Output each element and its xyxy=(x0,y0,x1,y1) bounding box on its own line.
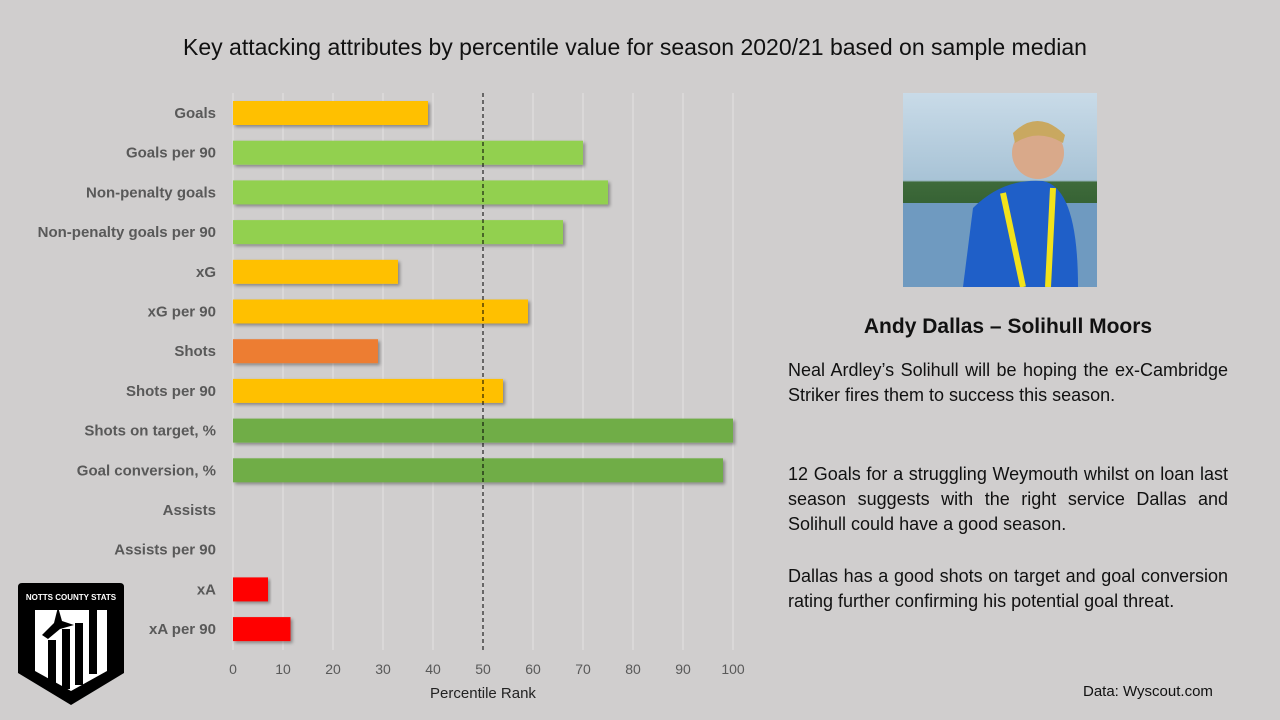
category-label: xG xyxy=(196,264,216,281)
bar xyxy=(233,339,378,364)
x-tick-label: 50 xyxy=(475,661,491,677)
x-tick-label: 60 xyxy=(525,661,541,677)
category-label: Shots per 90 xyxy=(126,383,216,400)
x-tick-label: 80 xyxy=(625,661,641,677)
x-axis-title: Percentile Rank xyxy=(430,685,536,702)
paragraph-1: Neal Ardley’s Solihull will be hoping th… xyxy=(788,360,1228,405)
chart-title: Key attacking attributes by percentile v… xyxy=(183,34,1087,60)
x-tick-label: 10 xyxy=(275,661,291,677)
category-label: Non-penalty goals xyxy=(86,184,216,201)
bar xyxy=(233,101,428,125)
x-tick-label: 90 xyxy=(675,661,691,677)
player-name: Andy Dallas – Solihull Moors xyxy=(863,315,1153,338)
bar xyxy=(233,140,583,165)
player-photo xyxy=(903,93,1097,287)
bar xyxy=(233,378,503,403)
category-label: xG per 90 xyxy=(148,304,216,321)
category-label: xA xyxy=(197,581,216,598)
category-label: Goals xyxy=(174,105,216,122)
bar xyxy=(233,259,398,284)
notts-county-stats-logo: NOTTS COUNTY STATS xyxy=(18,583,124,705)
x-tick-label: 70 xyxy=(575,661,591,677)
category-label: Shots on target, % xyxy=(84,423,216,440)
x-tick-label: 20 xyxy=(325,661,341,677)
paragraph-2: 12 Goals for a struggling Weymouth whils… xyxy=(788,464,1228,534)
x-tick-label: 30 xyxy=(375,661,391,677)
category-label: Assists xyxy=(163,502,216,519)
paragraph-3: Dallas has a good shots on target and go… xyxy=(788,566,1228,611)
x-tick-label: 40 xyxy=(425,661,441,677)
x-tick-label: 100 xyxy=(721,661,745,677)
bar xyxy=(233,180,608,205)
bar xyxy=(233,617,291,642)
bar xyxy=(233,577,268,602)
category-label: Shots xyxy=(174,343,216,360)
category-label: Goal conversion, % xyxy=(77,462,216,479)
bar-chart: Goals Goals per 90 Non-penalty goals Non-pe… xyxy=(38,93,745,702)
category-label: Assists per 90 xyxy=(114,542,216,559)
data-source: Data: Wyscout.com xyxy=(1083,683,1213,700)
bar xyxy=(233,220,563,245)
svg-text:NOTTS COUNTY STATS: NOTTS COUNTY STATS xyxy=(26,593,117,602)
x-tick-label: 0 xyxy=(229,661,237,677)
bar xyxy=(233,458,723,483)
category-label: xA per 90 xyxy=(149,621,216,638)
category-label: Goals per 90 xyxy=(126,145,216,162)
category-label: Non-penalty goals per 90 xyxy=(38,224,216,241)
bar xyxy=(233,299,528,324)
